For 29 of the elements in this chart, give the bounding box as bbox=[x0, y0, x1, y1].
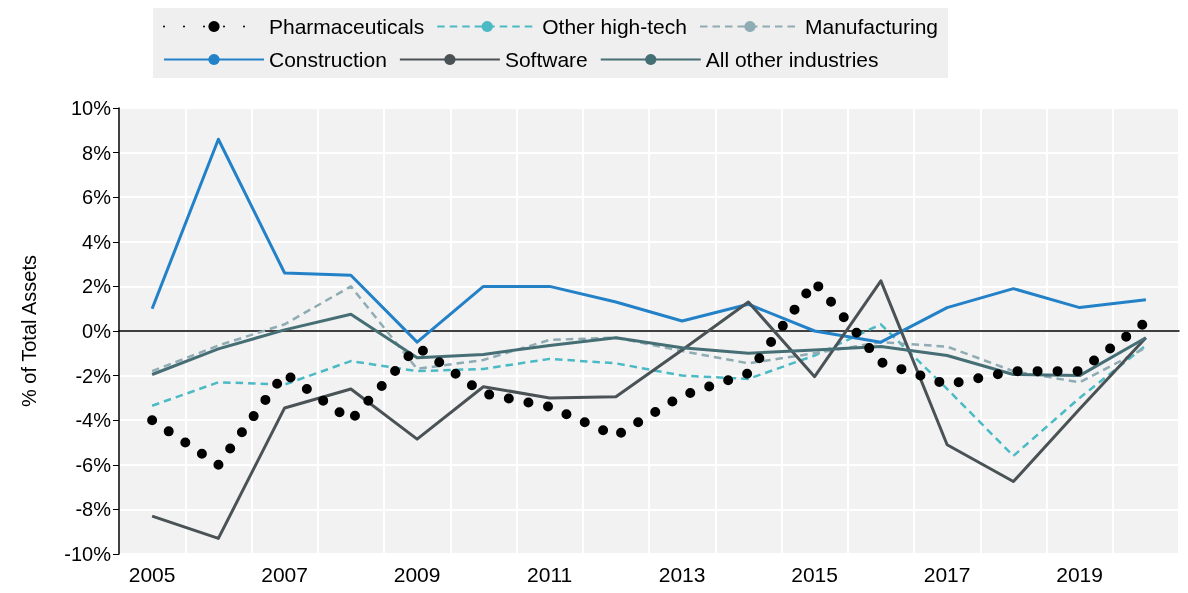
legend-label: All other industries bbox=[705, 48, 879, 71]
legend-label: Software bbox=[504, 48, 588, 71]
x-tick-label: 2013 bbox=[658, 563, 706, 586]
y-tick-label: -2% bbox=[75, 364, 112, 387]
legend-label: Pharmaceuticals bbox=[269, 15, 425, 38]
y-tick-label: 6% bbox=[82, 186, 112, 209]
y-tick-label: 4% bbox=[82, 230, 112, 253]
y-axis-title: % of Total Assets bbox=[18, 255, 40, 407]
y-tick-label: 8% bbox=[82, 141, 112, 164]
x-tick-label: 2009 bbox=[393, 563, 441, 586]
y-tick-label: 10% bbox=[70, 97, 112, 119]
x-tick-label: 2017 bbox=[923, 563, 971, 586]
legend-label: Construction bbox=[269, 48, 387, 71]
line-series bbox=[150, 312, 1148, 378]
x-tick-label: 2015 bbox=[791, 563, 838, 586]
x-tick-label: 2019 bbox=[1056, 563, 1103, 586]
y-tick-label: -4% bbox=[75, 409, 112, 432]
y-tick-label: 2% bbox=[82, 275, 112, 298]
x-tick-label: 2005 bbox=[128, 563, 176, 586]
y-tick-label: -6% bbox=[75, 453, 112, 476]
x-tick-label: 2007 bbox=[261, 563, 308, 586]
line-series bbox=[150, 137, 1148, 344]
y-tick-label: -10% bbox=[64, 543, 112, 565]
y-tick-label: -8% bbox=[75, 498, 112, 521]
legend-label: Other high-tech bbox=[542, 15, 687, 38]
legend-label: Manufacturing bbox=[804, 15, 939, 38]
x-tick-label: 2011 bbox=[527, 563, 573, 586]
y-tick-label: 0% bbox=[82, 320, 112, 342]
line-series bbox=[150, 279, 1148, 540]
